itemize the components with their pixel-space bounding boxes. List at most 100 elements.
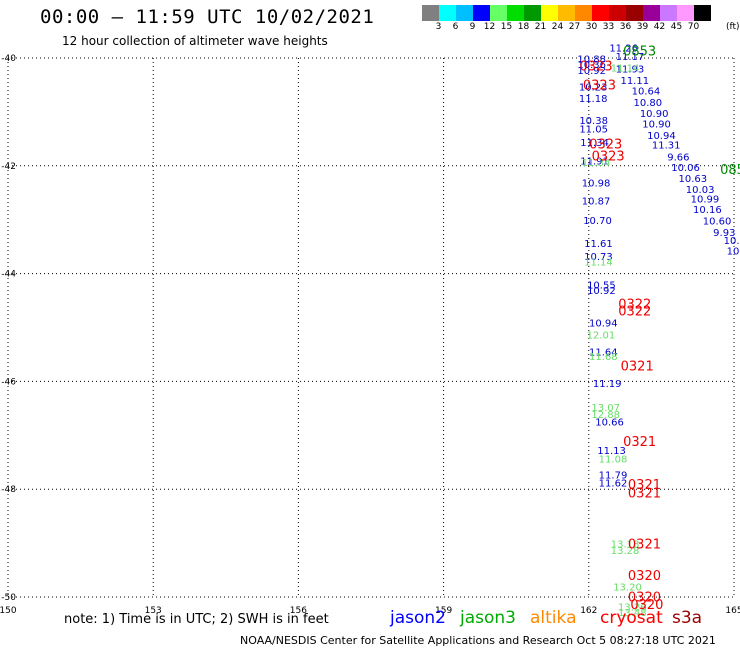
pass-time-label: 0321	[623, 435, 656, 450]
scale-label: 21	[534, 22, 547, 32]
wave-height-jason3: 11.14	[611, 63, 640, 74]
wave-height-jason2: 11.79	[599, 470, 628, 481]
wave-height-jason2: 9.66	[667, 152, 689, 163]
scale-label: 18	[517, 22, 530, 32]
wave-height-jason2: 10.87	[582, 197, 611, 208]
wave-height-jason2: 11.31	[652, 141, 681, 152]
pass-time-label: 0321	[621, 360, 654, 375]
wave-height-jason2: 9.93	[713, 228, 735, 239]
scale-swatch	[609, 5, 626, 21]
scale-swatch	[558, 5, 575, 21]
wave-height-jason2: 10.63	[679, 174, 708, 185]
scale-label: 15	[500, 22, 513, 32]
wave-height-jason2: 10.73	[584, 252, 613, 263]
legend-s3a: s3a	[672, 608, 703, 628]
scale-swatch	[456, 5, 473, 21]
scale-swatch	[694, 5, 711, 21]
scale-swatch	[541, 5, 558, 21]
scale-label: 30	[585, 22, 598, 32]
wave-height-jason2: 10.98	[582, 178, 611, 189]
wave-height-jason3: 12.01	[587, 330, 616, 341]
scale-label: 6	[452, 22, 459, 32]
lat-tick-label: -48	[1, 485, 16, 495]
color-scale-unit: (ft)	[726, 22, 740, 32]
wave-height-jason2: 11.62	[599, 479, 628, 490]
footer-credit: NOAA/NESDIS Center for Satellite Applica…	[240, 634, 716, 647]
pass-time-label: 0320	[630, 598, 663, 613]
scale-label: 39	[636, 22, 649, 32]
wave-height-jason2: 10.90	[642, 120, 671, 131]
wave-height-jason2: 10.90	[640, 109, 669, 120]
wave-height-jason2: 11.17	[616, 52, 645, 63]
wave-height-jason2: 11.34	[580, 138, 609, 149]
wave-height-jason3: 13.28	[611, 546, 640, 557]
wave-height-jason3: 13.20	[613, 583, 642, 594]
scale-swatch	[422, 5, 439, 21]
wave-height-jason2: 11.61	[584, 239, 613, 250]
scale-label: 45	[670, 22, 683, 32]
scale-label: 36	[619, 22, 632, 32]
wave-height-jason3: 13.26	[618, 602, 647, 613]
wave-height-jason2: 10.06	[671, 163, 700, 174]
lat-tick-label: -50	[1, 593, 16, 603]
wave-height-jason2: 11.93	[616, 65, 645, 76]
wave-height-jason2: 10	[727, 247, 740, 258]
wave-height-jason2: 11.26	[609, 44, 638, 55]
scale-swatch	[439, 5, 456, 21]
lon-tick-label: 162	[580, 606, 597, 616]
pass-time-label: 0853	[623, 44, 656, 59]
pass-time-label: 085	[720, 163, 740, 178]
scale-swatch	[626, 5, 643, 21]
pass-time-label: 0321	[628, 486, 661, 501]
lon-tick-label: 153	[145, 606, 162, 616]
scale-label: 70	[687, 22, 700, 32]
pass-time-label: 0321	[628, 478, 661, 493]
wave-height-jason2: 10.23	[579, 82, 608, 93]
pass-time-label: 0321	[628, 537, 661, 552]
wave-height-jason3: 13.18	[611, 539, 640, 550]
scale-swatch	[643, 5, 660, 21]
scale-swatch	[677, 5, 694, 21]
wave-height-jason2: 10.64	[632, 87, 661, 98]
wave-height-jason2: 10.88	[577, 54, 606, 65]
scale-swatch	[524, 5, 541, 21]
wave-height-jason2: 10.16	[693, 205, 722, 216]
pass-time-label: 0322	[618, 298, 651, 313]
lon-tick-label: 150	[0, 606, 17, 616]
wave-height-jason2: 10.66	[595, 418, 624, 429]
wave-height-jason2: 10.99	[691, 194, 720, 205]
lat-tick-label: -42	[1, 162, 16, 172]
wave-height-jason2: 10.38	[579, 116, 608, 127]
scale-label: 24	[551, 22, 564, 32]
scale-label: 42	[653, 22, 666, 32]
wave-height-jason2: 10.80	[634, 98, 663, 109]
wave-height-jason3: 12.88	[591, 410, 620, 421]
lon-tick-label: 156	[290, 606, 307, 616]
lon-tick-label: 165	[725, 606, 740, 616]
wave-height-jason3: 13.48	[618, 608, 647, 619]
lat-tick-label: -40	[1, 54, 16, 64]
scale-swatch	[507, 5, 524, 21]
footer-note: note: 1) Time is in UTC; 2) SWH is in fe…	[64, 612, 329, 627]
scale-label: 3	[435, 22, 442, 32]
pass-time-label: 0320	[628, 569, 661, 584]
map-subtitle: 12 hour collection of altimeter wave hei…	[62, 34, 328, 48]
pass-time-label: 0323	[592, 149, 625, 164]
pass-time-label: 0322	[618, 305, 651, 320]
pass-time-label: 0320	[628, 590, 661, 605]
wave-height-jason2: 10.94	[647, 131, 676, 142]
color-scale-labels: 3 6 9 12 15 18 21 24 27 30 33 36 39 42 45 70	[422, 22, 702, 32]
lon-tick-label: 159	[435, 606, 452, 616]
wave-height-jason3: 11.14	[584, 258, 613, 269]
lat-tick-label: -46	[1, 377, 16, 387]
wave-height-jason2: 10.70	[583, 216, 612, 227]
scale-label: 9	[469, 22, 476, 32]
scale-label: 33	[602, 22, 615, 32]
pass-time-label: 0323	[580, 59, 613, 74]
color-scale-bar	[422, 5, 711, 21]
wave-height-jason2: 10.92	[577, 66, 606, 77]
wave-height-jason2: 11.64	[589, 348, 618, 359]
wave-height-jason2: 10.92	[587, 286, 616, 297]
scale-label: 27	[568, 22, 581, 32]
